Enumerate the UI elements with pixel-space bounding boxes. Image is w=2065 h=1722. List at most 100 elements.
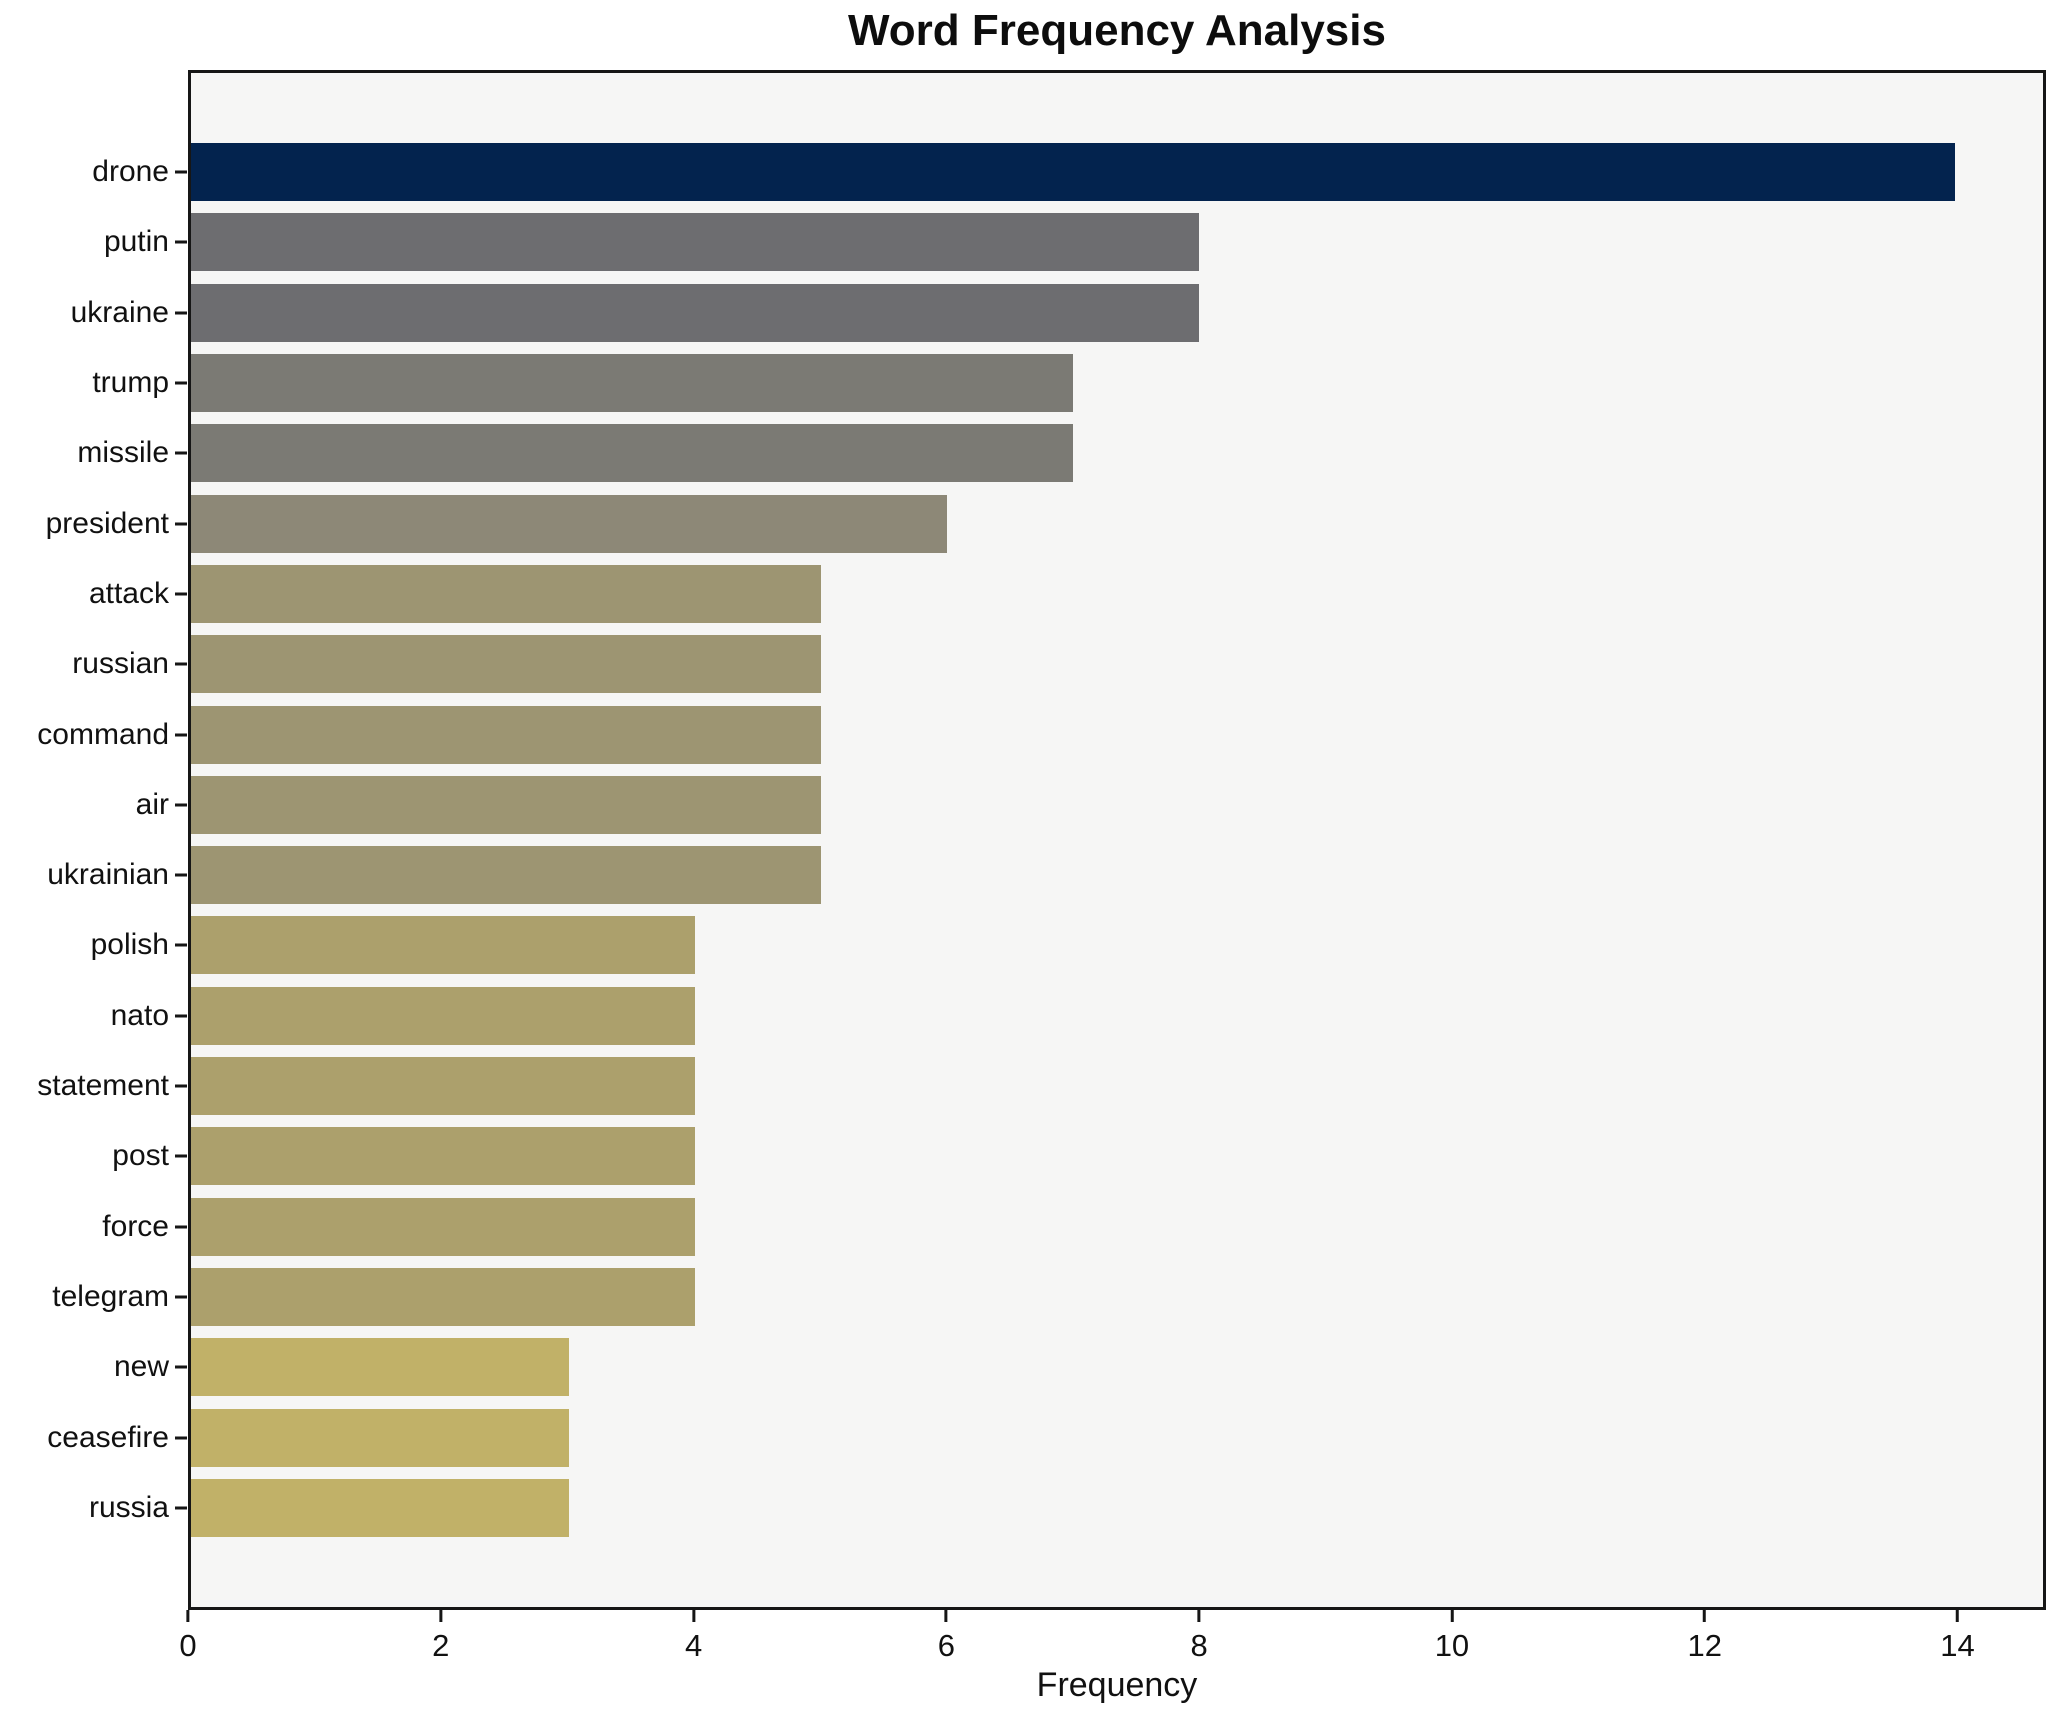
x-tick-mark	[944, 1610, 948, 1622]
frequency-bar	[191, 705, 821, 764]
frequency-bar	[191, 1478, 569, 1537]
bar-row: ukrainian	[47, 846, 2043, 905]
bar-rows-container: drone putin ukraine trump missile presid…	[37, 73, 2043, 1607]
frequency-bar	[191, 424, 1073, 483]
y-axis-label: attack	[88, 576, 169, 610]
frequency-bar	[191, 986, 695, 1045]
y-tick-mark	[175, 943, 187, 947]
y-axis-label: new	[113, 1350, 169, 1384]
y-axis-label: russia	[88, 1490, 169, 1524]
bar-row: nato	[111, 986, 2043, 1045]
y-tick-mark	[175, 1295, 187, 1299]
x-tick-mark	[1703, 1610, 1707, 1622]
x-tick-label: 0	[179, 1628, 197, 1663]
bar-row: ukraine	[71, 283, 2043, 342]
bar-row: russian	[72, 635, 2043, 694]
x-tick-label: 4	[684, 1628, 703, 1663]
bar-row: air	[136, 775, 2043, 834]
x-tick: 14	[1940, 1610, 1975, 1664]
frequency-bar	[191, 916, 695, 975]
bar-row: new	[114, 1338, 2043, 1397]
chart-title: Word Frequency Analysis	[848, 6, 1386, 55]
y-tick-mark	[175, 522, 187, 526]
y-axis-label: air	[135, 787, 169, 821]
y-axis-label: telegram	[52, 1280, 169, 1313]
x-axis: 0 2 4 6 8 10 12 14	[179, 1610, 2046, 1670]
y-axis-label: force	[102, 1209, 169, 1243]
x-tick: 4	[685, 1610, 702, 1664]
x-tick-mark	[692, 1610, 696, 1622]
bar-row: attack	[89, 564, 2043, 623]
bar-row: missile	[77, 424, 2043, 483]
bar-row: president	[46, 494, 2043, 553]
y-axis-label: ukraine	[70, 295, 169, 329]
y-axis-label: putin	[103, 225, 169, 259]
y-tick-mark	[175, 1225, 187, 1229]
y-tick-mark	[175, 662, 187, 666]
y-axis-label: command	[37, 717, 169, 751]
bar-row: drone	[92, 143, 2043, 201]
y-axis-label: polish	[90, 928, 169, 962]
y-tick-mark	[175, 170, 187, 174]
frequency-bar	[191, 846, 821, 905]
bar-row: command	[37, 705, 2043, 764]
y-tick-mark	[175, 733, 187, 736]
y-tick-mark	[175, 803, 187, 807]
bar-row: statement	[37, 1057, 2043, 1116]
y-tick-mark	[175, 1506, 187, 1510]
frequency-bar	[191, 775, 821, 834]
x-tick-mark	[1450, 1610, 1454, 1622]
y-tick-mark	[175, 592, 187, 596]
frequency-bar	[191, 1197, 695, 1256]
bar-row: trump	[92, 353, 2043, 412]
bar-row: polish	[91, 916, 2043, 975]
y-axis-label: statement	[37, 1069, 169, 1103]
y-axis-label: nato	[110, 998, 169, 1032]
x-tick-mark	[439, 1610, 443, 1622]
x-tick-label: 12	[1687, 1628, 1722, 1663]
plot-area: drone putin ukraine trump missile presid…	[37, 70, 2046, 1610]
frequency-bar	[191, 494, 947, 553]
y-axis-label: president	[45, 506, 169, 540]
frequency-bar	[191, 1057, 695, 1116]
y-tick-mark	[175, 1014, 187, 1018]
x-tick-mark	[1956, 1610, 1960, 1622]
x-tick-mark	[186, 1610, 190, 1622]
frequency-bar	[191, 1338, 569, 1397]
x-tick: 6	[938, 1610, 955, 1664]
x-tick-label: 8	[1190, 1628, 1208, 1663]
bar-row: putin	[104, 213, 2043, 272]
y-axis-label: post	[112, 1139, 169, 1173]
y-tick-mark	[175, 873, 187, 877]
bar-row: russia	[89, 1478, 2043, 1537]
bar-row: ceasefire	[47, 1408, 2043, 1467]
bar-row: post	[112, 1127, 2043, 1186]
frequency-bar	[191, 1268, 695, 1326]
y-tick-mark	[175, 1365, 187, 1369]
frequency-bar	[191, 635, 821, 694]
y-tick-mark	[175, 240, 187, 244]
frequency-bar	[191, 213, 1199, 272]
bar-row: force	[102, 1197, 2043, 1256]
y-axis-label: ukrainian	[47, 858, 169, 892]
x-tick: 0	[179, 1610, 197, 1664]
x-tick: 10	[1435, 1610, 1469, 1664]
y-tick-mark	[175, 381, 187, 385]
frequency-bar	[191, 1408, 569, 1467]
y-tick-mark	[175, 1084, 187, 1088]
frequency-bar	[191, 353, 1073, 412]
x-tick-label: 6	[937, 1628, 955, 1663]
x-tick-label: 14	[1940, 1628, 1975, 1663]
frequency-bar	[191, 564, 821, 623]
x-tick-label: 2	[432, 1628, 450, 1663]
x-tick: 8	[1191, 1610, 1208, 1664]
y-axis-label: drone	[92, 155, 169, 188]
frequency-bar	[191, 1127, 695, 1186]
x-tick: 2	[432, 1610, 449, 1664]
y-axis-label: russian	[72, 647, 169, 681]
y-axis-label: ceasefire	[47, 1420, 169, 1454]
y-tick-mark	[175, 451, 187, 455]
y-tick-mark	[175, 1436, 187, 1440]
frequency-bar	[191, 283, 1199, 342]
